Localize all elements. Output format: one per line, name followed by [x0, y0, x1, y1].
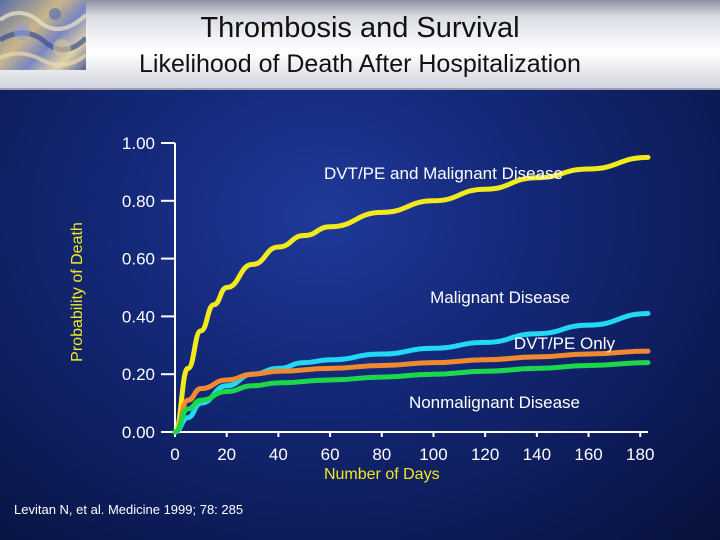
y-tick-label: 0.60 [122, 250, 155, 269]
y-tick-label: 0.20 [122, 365, 155, 384]
y-tick-label: 0.80 [122, 192, 155, 211]
x-tick-label: 160 [574, 445, 602, 464]
annotation-label: Nonmalignant Disease [409, 393, 580, 412]
annotation-label: DVT/PE and Malignant Disease [324, 164, 563, 183]
header-bar: Thrombosis and Survival Likelihood of De… [0, 0, 720, 90]
logo-image [0, 0, 86, 70]
series-line-dvt-pe-and-malignant-disease [172, 154, 651, 435]
slide-title: Thrombosis and Survival [200, 12, 520, 44]
annotation-label: DVT/PE Only [514, 334, 616, 353]
x-tick-label: 80 [372, 445, 391, 464]
y-tick-label: 0.40 [122, 307, 155, 326]
citation: Levitan N, et al. Medicine 1999; 78: 285 [14, 502, 244, 517]
x-axis-label: Number of Days [324, 466, 440, 483]
series-line-nonmalignant-disease [172, 360, 651, 435]
y-tick-label: 0.00 [122, 423, 155, 442]
slide-subtitle: Likelihood of Death After Hospitalizatio… [139, 50, 581, 78]
x-tick-label: 0 [170, 445, 179, 464]
series-line-malignant-disease [172, 311, 651, 435]
logo-texture [0, 8, 86, 67]
annotation-label: Malignant Disease [430, 288, 570, 307]
x-tick-label: 180 [626, 445, 654, 464]
x-tick-label: 40 [269, 445, 288, 464]
x-tick-label: 60 [321, 445, 340, 464]
x-tick-label: 100 [419, 445, 447, 464]
x-tick-label: 20 [217, 445, 236, 464]
x-tick-label: 120 [471, 445, 499, 464]
y-axis-label: Probability of Death [69, 222, 86, 362]
x-tick-label: 140 [523, 445, 551, 464]
series-line-dvt-pe-only [172, 348, 651, 435]
y-tick-label: 1.00 [122, 134, 155, 153]
